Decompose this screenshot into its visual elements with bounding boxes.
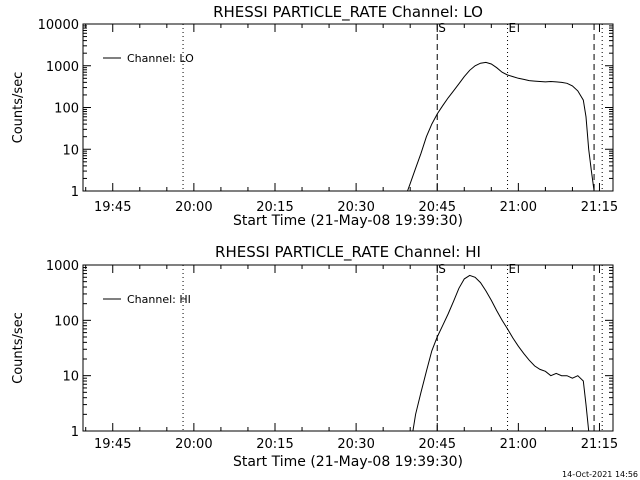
plot-frame — [82, 23, 614, 192]
annotation-label-S: S — [438, 21, 446, 35]
legend-label: Channel: HI — [127, 293, 191, 306]
y-tick-label: 1 — [71, 185, 79, 200]
annotation-label-E: E — [509, 21, 517, 35]
footer-timestamp: 14-Oct-2021 14:56 — [562, 470, 638, 479]
x-tick-label: 20:15 — [256, 437, 293, 452]
y-axis-label: Counts/sec — [11, 312, 26, 384]
x-tick-label: 20:00 — [175, 437, 212, 452]
x-tick-label: 20:45 — [419, 200, 456, 215]
y-axis-label: Counts/sec — [11, 72, 26, 144]
y-tick-label: 100 — [54, 102, 79, 117]
y-tick-label: 1000 — [46, 60, 79, 75]
x-tick-label: 19:45 — [94, 437, 131, 452]
y-tick-label: 10 — [62, 370, 79, 385]
x-tick-label: 19:45 — [94, 200, 131, 215]
x-tick-label: 21:00 — [500, 200, 537, 215]
annotation-label-S: S — [438, 262, 446, 276]
chart-title: RHESSI PARTICLE_RATE Channel: HI — [215, 243, 481, 262]
x-tick-label: 20:45 — [419, 437, 456, 452]
x-tick-label: 20:30 — [337, 200, 374, 215]
x-tick-label: 21:00 — [500, 437, 537, 452]
data-line — [407, 61, 595, 192]
x-axis-label: Start Time (21-May-08 19:39:30) — [233, 213, 463, 229]
x-tick-label: 20:15 — [256, 200, 293, 215]
y-tick-label: 1 — [71, 425, 79, 440]
x-axis-label: Start Time (21-May-08 19:39:30) — [233, 454, 463, 470]
plot-frame — [82, 264, 614, 432]
chart-title: RHESSI PARTICLE_RATE Channel: LO — [213, 3, 483, 22]
y-tick-label: 10 — [62, 143, 79, 158]
annotation-label-E: E — [509, 262, 517, 276]
x-tick-label: 20:30 — [337, 437, 374, 452]
chart-panel-2: RHESSI PARTICLE_RATE Channel: HI 1 10 100 10… — [11, 243, 618, 470]
x-tick-label: 21:15 — [581, 437, 618, 452]
legend-label: Channel: LO — [127, 52, 194, 65]
chart-panel-1: RHESSI PARTICLE_RATE Channel: LO 1 10 100 10… — [11, 3, 618, 229]
data-line — [412, 274, 590, 432]
x-tick-label: 20:00 — [175, 200, 212, 215]
x-tick-label: 21:15 — [581, 200, 618, 215]
y-tick-label: 10000 — [38, 18, 79, 33]
y-tick-label: 1000 — [46, 259, 79, 274]
y-tick-label: 100 — [54, 314, 79, 329]
